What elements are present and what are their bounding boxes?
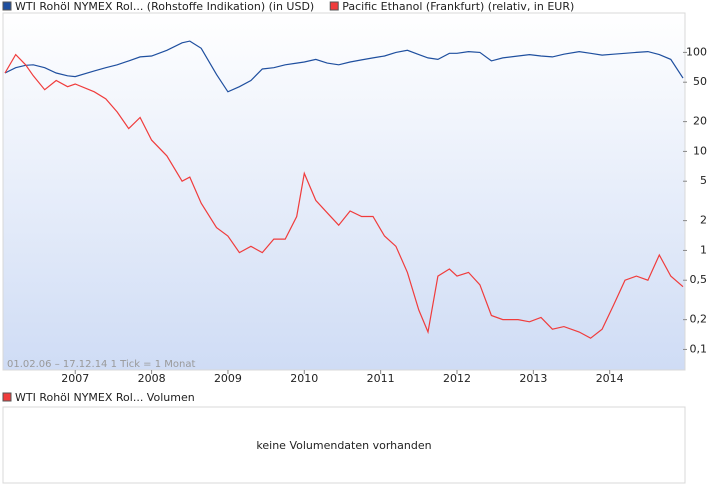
y-tick-label: 20 (693, 115, 707, 128)
series-line (4, 40, 684, 93)
x-tick-label: 2007 (61, 372, 89, 385)
x-tick-label: 2014 (596, 372, 624, 385)
y-tick-label: 0,1 (690, 342, 708, 355)
y-tick-label: 0,2 (690, 313, 708, 326)
x-tick-label: 2009 (214, 372, 242, 385)
plot-area (2, 12, 686, 371)
series-line (4, 53, 684, 339)
y-tick-label: 1 (700, 243, 707, 256)
x-tick-label: 2012 (443, 372, 471, 385)
subtitle: 01.02.06 – 17.12.14 1 Tick = 1 Monat (7, 359, 195, 370)
y-tick-label: 100 (686, 45, 707, 58)
x-tick-label: 2011 (367, 372, 395, 385)
volume-legend: WTI Rohöl NYMEX Rol... Volumen (15, 391, 195, 404)
legend-marker (2, 1, 12, 11)
legend-label: WTI Rohöl NYMEX Rol... (Rohstoffe Indika… (15, 0, 314, 13)
volume-message: keine Volumendaten vorhanden (256, 439, 431, 452)
volume-legend-marker (2, 392, 12, 402)
x-tick-label: 2008 (138, 372, 166, 385)
legend-marker (329, 1, 339, 11)
y-tick-label: 0,5 (690, 273, 708, 286)
y-tick-label: 2 (700, 214, 707, 227)
x-tick-label: 2013 (519, 372, 547, 385)
legend-label: Pacific Ethanol (Frankfurt) (relativ, in… (342, 0, 574, 13)
volume-panel (2, 406, 686, 484)
y-tick-label: 10 (693, 144, 707, 157)
y-tick-label: 50 (693, 75, 707, 88)
y-tick-label: 5 (700, 174, 707, 187)
x-tick-label: 2010 (290, 372, 318, 385)
